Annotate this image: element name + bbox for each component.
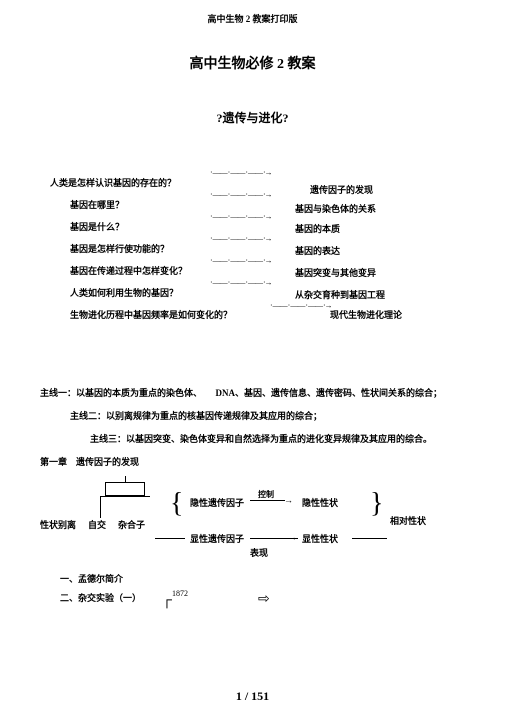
flow-a-5: 从杂交育种到基因工程 — [295, 288, 385, 301]
section-2: 二、杂交实验（一） — [40, 593, 141, 603]
diagram-line — [250, 500, 285, 501]
diagram-line — [100, 496, 101, 518]
lbl-biaoxian: 表现 — [250, 546, 268, 559]
flow-arrow-3: · —— · —— · —— ·→ — [210, 234, 272, 243]
diagram-line — [100, 496, 150, 497]
lbl-kongzhi: 控制 — [258, 489, 274, 500]
lbl-yinxingxz: 隐性性状 — [302, 496, 338, 509]
flowchart: 人类是怎样认识基因的存在的？ 基因在哪里？ 基因是什么？ 基因是怎样行使功能的？… — [40, 176, 465, 356]
diagram-line — [125, 476, 126, 482]
lbl-xiangduixz: 相对性状 — [390, 514, 426, 527]
title-main: 高中生物必修 2 教案 — [40, 53, 465, 73]
flow-arrow-5: · —— · —— · —— ·→ — [210, 278, 272, 287]
lbl-zijiao: 自交 — [88, 518, 106, 531]
lbl-yinxingyinzi: 隐性遗传因子 — [190, 496, 244, 509]
page-header: 高中生物 2 教案打印版 — [40, 12, 465, 25]
flow-arrow-1: · —— · —— · —— ·→ — [210, 190, 272, 199]
flow-a-0: 遗传因子的发现 — [310, 183, 373, 196]
page-footer: 1 / 151 — [0, 689, 505, 704]
flow-arrow-0: · —— · —— · —— ·→ — [210, 168, 272, 177]
flow-a-6: 现代生物进化理论 — [330, 308, 402, 321]
flow-q-6: 生物进化历程中基因频率是如何变化的？ — [70, 308, 232, 321]
lbl-xzfl: 性状别离 — [40, 518, 76, 531]
lbl-xianxingxz: 显性性状 — [302, 532, 338, 545]
flow-a-3: 基因的表达 — [295, 244, 340, 257]
arrow-outline-icon: ⇨ — [258, 591, 270, 608]
lbl-xianxingyinzi: 显性遗传因子 — [190, 532, 244, 545]
year-1872: 1872 — [172, 589, 188, 598]
flow-q-3: 基因是怎样行使功能的？ — [70, 242, 169, 255]
flow-q-0: 人类是怎样认识基因的存在的？ — [50, 176, 176, 189]
flow-q-5: 人类如何利用生物的基因？ — [70, 286, 178, 299]
flow-a-1: 基因与染色体的关系 — [295, 202, 376, 215]
title-sub: ?遗传与进化? — [40, 109, 465, 126]
section-1: 一、孟德尔简介 — [40, 572, 465, 585]
threads: 主线一：以基因的本质为重点的染色体、 DNA、基因、遗传信息、遗传密码、性状间关… — [40, 386, 465, 445]
brace-left-icon: { — [170, 490, 183, 518]
diagram-box — [105, 482, 145, 496]
arrow-icon: → — [284, 495, 293, 505]
diagram-line — [155, 538, 185, 539]
flow-a-4: 基因突变与其他变异 — [295, 266, 376, 279]
thread-1: 主线一：以基因的本质为重点的染色体、 DNA、基因、遗传信息、遗传密码、性状间关… — [40, 386, 465, 399]
thread-2: 主线二：以别离规律为重点的核基因传递规律及其应用的综合； — [40, 409, 465, 422]
thread-3: 主线三：以基因突变、染色体变异和自然选择为重点的进化变异规律及其应用的综合。 — [40, 432, 465, 445]
flow-arrow-4: · —— · —— · —— ·→ — [210, 256, 272, 265]
flow-arrow-6: · —— · —— · —— ·→ — [270, 301, 332, 310]
flow-a-2: 基因的本质 — [295, 222, 340, 235]
brace-right-icon: } — [370, 490, 383, 518]
section-2-row: 二、杂交实验（一） ┌ 1872 ⇨ — [40, 591, 465, 611]
flow-arrow-2: · —— · —— · —— ·→ — [210, 212, 272, 221]
flow-q-2: 基因是什么？ — [70, 220, 124, 233]
arrow-icon: → — [288, 532, 297, 542]
flow-q-4: 基因在传递过程中怎样变化？ — [70, 264, 187, 277]
lbl-zahezi: 杂合子 — [118, 518, 145, 531]
concept-diagram: { } 性状别离 自交 杂合子 隐性遗传因子 显性遗传因子 控制 → 隐性性状 … — [40, 476, 465, 566]
bracket-icon: ┌ — [162, 593, 172, 609]
flow-q-1: 基因在哪里？ — [70, 198, 124, 211]
diagram-line — [352, 538, 387, 539]
chapter-title: 第一章 遗传因子的发现 — [40, 455, 465, 468]
